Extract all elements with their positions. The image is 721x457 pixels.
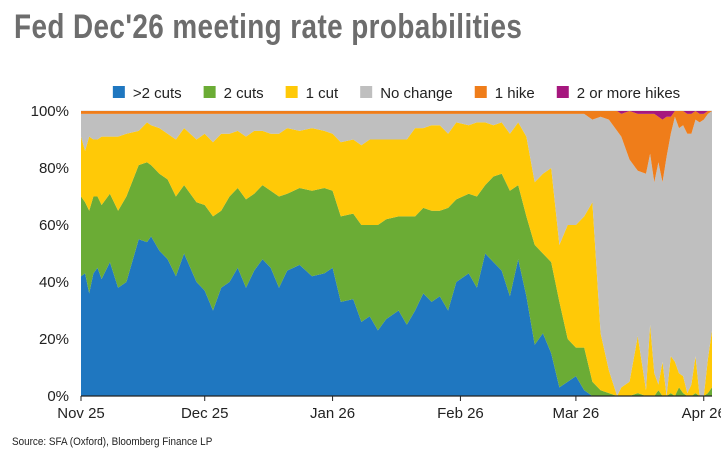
legend-label: 1 hike — [495, 85, 535, 102]
source-note: Source: SFA (Oxford), Bloomberg Finance … — [12, 436, 213, 448]
y-tick-label: 0% — [47, 388, 69, 405]
legend-item: 2 or more hikes — [556, 85, 680, 102]
series-area-no-change — [81, 111, 712, 396]
legend-item: 2 cuts — [203, 85, 264, 102]
x-tick-label: Apr 26 — [682, 405, 721, 422]
legend-swatch — [474, 86, 487, 98]
axes: 0% 20% 40% 60% 80% 100% Nov 25 Dec 25 Jan 26 Feb … — [31, 103, 721, 422]
legend-label: No change — [380, 85, 453, 102]
legend-item: >2 cuts — [112, 85, 182, 102]
y-tick-label: 100% — [31, 103, 69, 120]
legend-label: 2 or more hikes — [577, 85, 680, 102]
x-tick-label: Nov 25 — [57, 405, 105, 422]
y-tick-label: 20% — [39, 331, 69, 348]
legend-item: No change — [360, 85, 453, 102]
x-tick-label: Feb 26 — [437, 405, 484, 422]
series-area-2-or-more-hikes — [81, 111, 712, 120]
x-tick-label: Jan 26 — [310, 405, 355, 422]
legend-label: 2 cuts — [224, 85, 264, 102]
y-tick-label: 80% — [39, 160, 69, 177]
x-tick-label: Mar 26 — [553, 405, 600, 422]
legend-swatch — [112, 86, 125, 98]
plot-area — [81, 111, 712, 397]
legend-swatch — [556, 86, 569, 98]
legend-swatch — [203, 86, 216, 98]
series-area-1-hike — [81, 111, 712, 183]
chart-title: Fed Dec'26 meeting rate probabilities — [14, 8, 523, 46]
y-tick-label: 60% — [39, 217, 69, 234]
legend-label: >2 cuts — [133, 85, 182, 102]
y-tick-label: 40% — [39, 274, 69, 291]
legend-item: 1 hike — [474, 85, 535, 102]
legend: >2 cuts 2 cuts 1 cut No change 1 hike 2 or mo… — [112, 85, 680, 102]
legend-swatch — [360, 86, 373, 98]
series-area-2-cuts — [81, 162, 712, 396]
legend-label: 1 cut — [306, 85, 339, 102]
legend-item: 1 cut — [285, 85, 339, 102]
x-tick-label: Dec 25 — [181, 405, 229, 422]
series-area-1-cut — [81, 122, 712, 397]
legend-swatch — [285, 86, 298, 98]
series-area-2-cuts — [81, 236, 712, 396]
